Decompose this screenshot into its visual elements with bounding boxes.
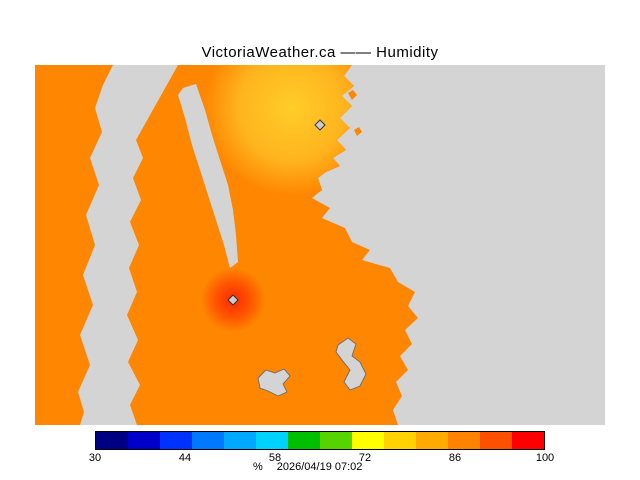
south-station-marker[interactable] bbox=[227, 294, 239, 306]
scale-segment bbox=[288, 432, 320, 449]
scale-tick-label: 58 bbox=[268, 452, 282, 464]
map-timestamp: 2026/04/19 07:02 bbox=[276, 461, 363, 473]
scale-segment bbox=[352, 432, 384, 449]
scale-tick-label: 30 bbox=[88, 452, 102, 464]
scale-segment bbox=[448, 432, 480, 449]
west-shore-land bbox=[35, 65, 113, 425]
scale-tick-label: 86 bbox=[448, 452, 462, 464]
humidity-map bbox=[35, 65, 605, 425]
scale-segment bbox=[320, 432, 352, 449]
lower-humidity-zone bbox=[204, 65, 380, 196]
scale-tick-labels: 30 44 58 72 86 100 bbox=[89, 452, 554, 466]
scale-segment bbox=[512, 432, 544, 449]
small-island-north bbox=[348, 90, 357, 100]
scale-segment bbox=[384, 432, 416, 449]
color-scale-bar bbox=[95, 431, 545, 450]
lake-southeast bbox=[335, 337, 367, 391]
scale-tick-label: 100 bbox=[535, 452, 555, 464]
map-canvas bbox=[35, 65, 605, 425]
scale-tick-label: 44 bbox=[178, 452, 192, 464]
inlet-water-finger bbox=[178, 84, 238, 268]
scale-unit-label: % bbox=[253, 461, 263, 473]
small-island-east bbox=[354, 127, 362, 136]
scale-tick-label: 72 bbox=[358, 452, 372, 464]
lake-southwest bbox=[257, 368, 291, 397]
scale-footer: % 2026/04/19 07:02 bbox=[253, 461, 362, 473]
scale-segment bbox=[128, 432, 160, 449]
scale-segment bbox=[480, 432, 512, 449]
north-station-marker[interactable] bbox=[314, 119, 326, 131]
scale-segment bbox=[416, 432, 448, 449]
map-title: VictoriaWeather.ca —— Humidity bbox=[201, 44, 439, 61]
scale-segment bbox=[256, 432, 288, 449]
scale-segment bbox=[192, 432, 224, 449]
scale-segment bbox=[96, 432, 128, 449]
scale-segment bbox=[224, 432, 256, 449]
scale-segment bbox=[160, 432, 192, 449]
